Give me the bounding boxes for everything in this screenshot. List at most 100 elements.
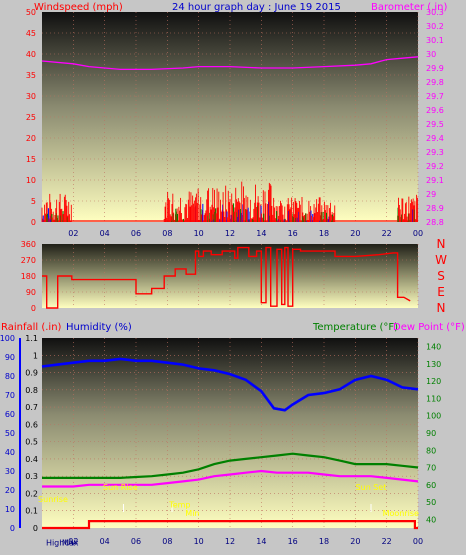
barometer-y-tick: 29.1 <box>426 176 444 185</box>
temperature-x-tick: 00 <box>413 537 423 546</box>
temperature-axis-label: Temperature (°F) <box>312 322 398 333</box>
barometer-y-tick: 30.1 <box>426 36 444 45</box>
humidity-y-tick: 60 <box>5 410 15 419</box>
wind-y-tick: 35 <box>26 71 36 80</box>
temperature-y-tick: 130 <box>426 360 441 369</box>
wind-title: Windspeed (mph) <box>34 2 123 13</box>
wind-y-tick: 10 <box>26 176 36 185</box>
barometer-y-tick: 29.2 <box>426 162 444 171</box>
temperature-grid <box>42 338 419 528</box>
compass-label: N <box>437 301 446 315</box>
rainfall-y-tick: 0.1 <box>25 507 38 516</box>
wind-x-tick: 08 <box>162 229 172 238</box>
barometer-y-tick: 29.6 <box>426 106 444 115</box>
humidity-y-tick: 100 <box>0 334 15 343</box>
humidity-y-tick: 20 <box>5 486 15 495</box>
humidity-y-tick: 10 <box>5 505 15 514</box>
barometer-y-tick: 30 <box>426 50 436 59</box>
temperature-x-tick: 02 <box>68 537 78 546</box>
rainfall-y-tick: 0.4 <box>25 455 38 464</box>
temperature-x-tick: 22 <box>382 537 392 546</box>
wind-x-tick: 18 <box>319 229 329 238</box>
wind-y-axis: 0 5 10 15 20 25 30 35 40 45 50 <box>26 8 36 227</box>
temperature-x-tick: 20 <box>350 537 360 546</box>
wind-x-tick: 12 <box>225 229 235 238</box>
rainfall-y-tick: 0 <box>33 524 38 533</box>
barometer-y-tick: 30.3 <box>426 8 444 17</box>
humidity-y-tick: 30 <box>5 467 15 476</box>
wind-y-tick: 45 <box>26 29 36 38</box>
rainfall-axis-label: Rainfall (.in) <box>1 322 62 333</box>
barometer-y-tick: 28.9 <box>426 204 444 213</box>
direction-y-tick: 90 <box>26 288 36 297</box>
temperature-x-tick: 06 <box>131 537 141 546</box>
astro-label: Min <box>185 509 199 518</box>
wind-x-tick: 06 <box>131 229 141 238</box>
barometer-y-tick: 29.5 <box>426 120 444 129</box>
temperature-x-tick: 10 <box>194 537 204 546</box>
astro-label: Max <box>62 538 79 547</box>
barometer-y-tick: 29.4 <box>426 134 444 143</box>
rainfall-y-tick: 0.8 <box>25 386 38 395</box>
barometer-y-tick: 29.3 <box>426 148 444 157</box>
temperature-x-tick: 14 <box>256 537 266 546</box>
temperature-x-tick: 04 <box>100 537 110 546</box>
wind-y-tick: 25 <box>26 113 36 122</box>
rainfall-y-tick: 0.9 <box>25 369 38 378</box>
temperature-y-axis: 140 130 120 110 100 90 80 70 60 50 40 <box>426 343 441 525</box>
dewpoint-axis-label: Dew Point (°F) <box>393 322 465 333</box>
wind-x-tick: 14 <box>256 229 266 238</box>
rainfall-y-tick: 0.7 <box>25 403 38 412</box>
humidity-line <box>41 357 419 412</box>
humidity-y-tick: 0 <box>10 524 15 533</box>
temperature-x-tick: 12 <box>225 537 235 546</box>
wind-x-tick: 16 <box>288 229 298 238</box>
wind-y-tick: 15 <box>26 155 36 164</box>
wind-y-tick: 50 <box>26 8 36 17</box>
barometer-y-tick: 29 <box>426 190 436 199</box>
temperature-x-tick: 16 <box>288 537 298 546</box>
rainfall-y-tick: 1 <box>33 351 38 360</box>
wind-x-tick: 22 <box>382 229 392 238</box>
direction-y-tick: 0 <box>31 304 36 313</box>
direction-y-tick: 270 <box>21 256 36 265</box>
compass-label: W <box>435 253 447 267</box>
temperature-y-tick: 110 <box>426 394 441 403</box>
wind-x-tick: 20 <box>350 229 360 238</box>
temperature-y-tick: 90 <box>426 429 436 438</box>
temperature-y-tick: 140 <box>426 343 441 352</box>
barometer-title: Barometer (.in) <box>371 2 447 13</box>
direction-y-tick: 360 <box>21 240 36 249</box>
rainfall-line <box>42 519 418 530</box>
direction-y-tick: 180 <box>21 272 36 281</box>
compass-label: S <box>437 269 445 283</box>
humidity-y-tick: 80 <box>5 372 15 381</box>
wind-bars <box>41 181 418 222</box>
barometer-line <box>41 56 419 71</box>
astro-label: Sun Set <box>356 483 387 492</box>
temperature-y-tick: 80 <box>426 446 436 455</box>
wind-x-axis: 02 04 06 08 10 12 14 16 18 20 22 00 <box>68 229 423 238</box>
wind-x-tick: 10 <box>194 229 204 238</box>
barometer-y-tick: 29.9 <box>426 64 444 73</box>
temperature-y-tick: 100 <box>426 412 441 421</box>
astro-label: Temp <box>168 500 190 509</box>
temperature-plot-area <box>42 338 418 528</box>
humidity-y-tick: 90 <box>5 353 15 362</box>
temperature-line <box>42 452 419 479</box>
wind-y-tick: 30 <box>26 92 36 101</box>
humidity-y-tick: 50 <box>5 429 15 438</box>
rainfall-y-tick: 1.1 <box>25 334 38 343</box>
temperature-y-tick: 60 <box>426 481 436 490</box>
wind-direction-line <box>42 246 411 309</box>
rainfall-y-tick: 0.6 <box>25 420 38 429</box>
rainfall-y-tick: 0.2 <box>25 489 38 498</box>
barometer-y-tick: 30.2 <box>426 22 444 31</box>
compass-label: E <box>437 285 445 299</box>
wind-x-tick: 00 <box>413 229 423 238</box>
astro-label: Sun Rise <box>103 483 138 492</box>
temperature-y-tick: 50 <box>426 498 436 507</box>
humidity-y-tick: 40 <box>5 448 15 457</box>
